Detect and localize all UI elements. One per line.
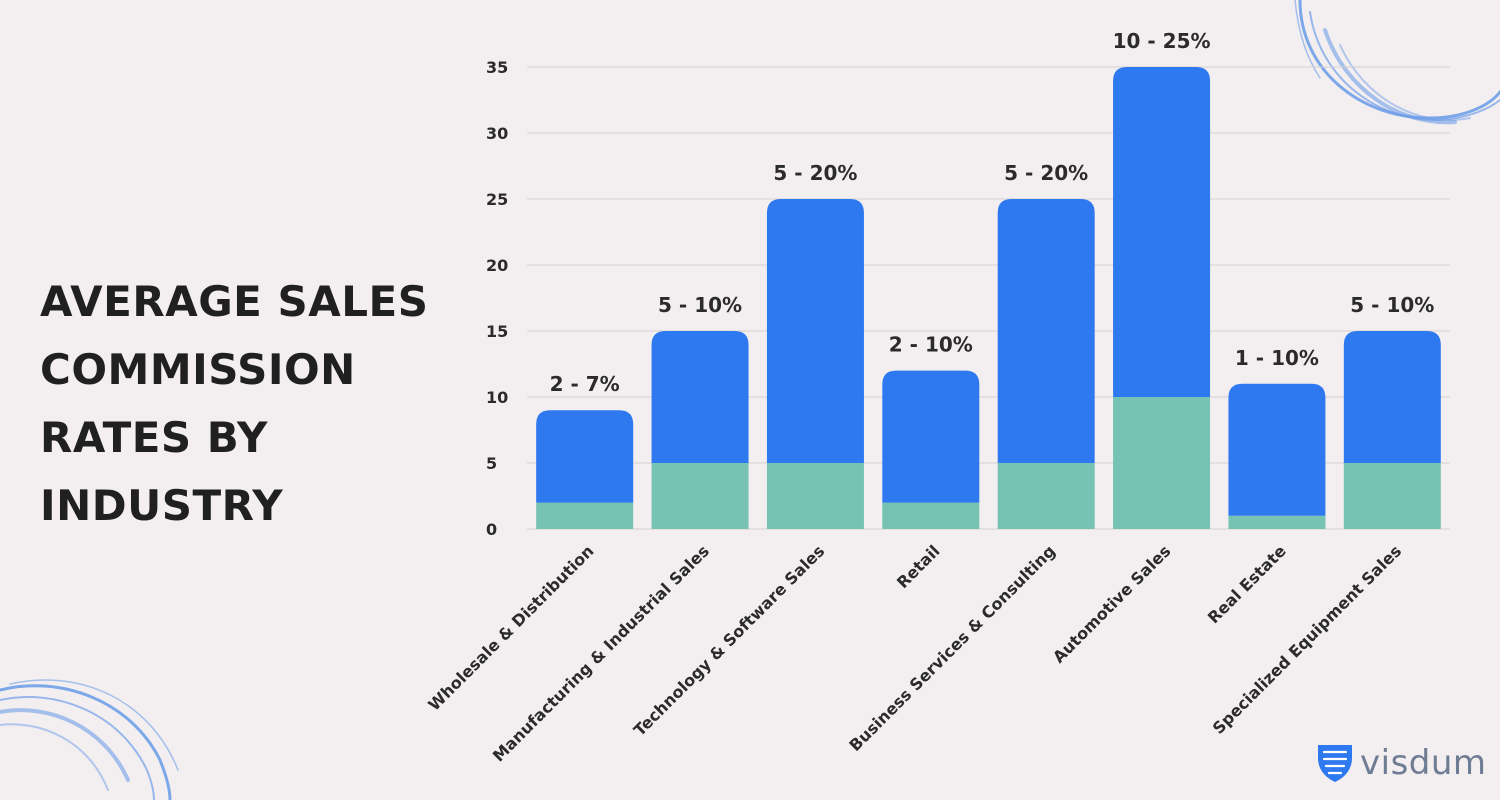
bar-segment-max xyxy=(882,370,980,503)
data-label: 5 - 10% xyxy=(1350,293,1434,317)
bar-segment-min xyxy=(882,502,980,529)
bar-segment-min xyxy=(997,463,1095,529)
bar-segment-min xyxy=(1343,463,1441,529)
data-label: 5 - 10% xyxy=(658,293,742,317)
bar-segment-min xyxy=(651,463,749,529)
data-label: 1 - 10% xyxy=(1235,346,1319,370)
x-category-label: Retail xyxy=(893,541,944,592)
y-tick-label: 25 xyxy=(486,190,508,209)
bar-segment-min xyxy=(536,502,634,529)
data-label: 10 - 25% xyxy=(1113,29,1211,53)
bar-segment-max xyxy=(1113,67,1211,397)
x-category-label: Real Estate xyxy=(1204,541,1290,627)
bar-segment-max xyxy=(766,199,864,463)
bar-segment-max xyxy=(536,410,634,503)
bar-segment-max xyxy=(1343,331,1441,463)
y-tick-label: 0 xyxy=(486,520,497,539)
bar-segment-max xyxy=(651,331,749,463)
y-tick-label: 5 xyxy=(486,454,497,473)
x-category-label: Business Services & Consulting xyxy=(845,541,1059,755)
chart-title: AVERAGE SALES COMMISSION RATES BY INDUST… xyxy=(40,277,429,530)
x-category-label: Technology & Software Sales xyxy=(630,541,828,739)
bar-segment-max xyxy=(1228,383,1326,516)
visdum-logo: visdum xyxy=(1316,742,1487,784)
y-tick-label: 15 xyxy=(486,322,508,341)
shield-icon xyxy=(1318,745,1352,782)
data-label: 2 - 7% xyxy=(550,372,620,396)
data-label: 5 - 20% xyxy=(773,161,857,185)
y-tick-label: 30 xyxy=(486,124,508,143)
y-tick-label: 35 xyxy=(486,58,508,77)
y-tick-label: 10 xyxy=(486,388,508,407)
x-category-label: Automotive Sales xyxy=(1049,541,1174,666)
bar-segment-min xyxy=(1113,397,1211,529)
bar-segment-min xyxy=(766,463,864,529)
y-tick-label: 20 xyxy=(486,256,508,275)
data-label: 2 - 10% xyxy=(889,333,973,357)
bar-segment-min xyxy=(1228,515,1326,529)
x-category-label: Manufacturing & Industrial Sales xyxy=(489,541,713,765)
bar-segment-max xyxy=(997,199,1095,463)
data-label: 5 - 20% xyxy=(1004,161,1088,185)
brand-name: visdum xyxy=(1360,743,1487,783)
x-category-label: Specialized Equipment Sales xyxy=(1209,541,1405,737)
